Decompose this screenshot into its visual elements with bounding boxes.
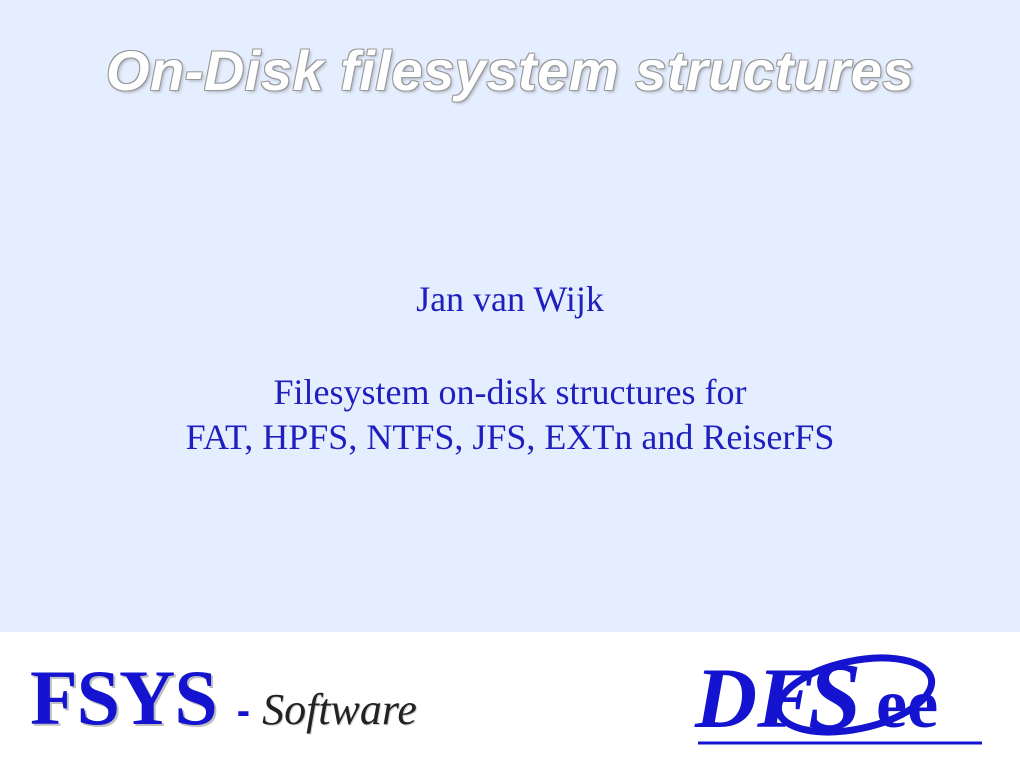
fsys-logo-group: FSYS - Software bbox=[30, 659, 417, 737]
dfsee-logo-svg: DF S ee bbox=[690, 643, 990, 753]
dfsee-logo: DF S ee bbox=[690, 643, 990, 753]
fsys-dash: - bbox=[237, 689, 250, 734]
slide-author: Jan van Wijk bbox=[0, 278, 1020, 320]
slide: On-Disk filesystem structures Jan van Wi… bbox=[0, 0, 1020, 764]
subtitle-line2: FAT, HPFS, NTFS, JFS, EXTn and ReiserFS bbox=[186, 417, 835, 457]
fsys-software-text: Software bbox=[262, 684, 417, 735]
dfsee-df-text: DF bbox=[694, 650, 814, 746]
fsys-logo-text: FSYS bbox=[30, 659, 217, 737]
slide-body: On-Disk filesystem structures Jan van Wi… bbox=[0, 0, 1020, 632]
dfsee-ee-text: ee bbox=[876, 666, 938, 743]
slide-title: On-Disk filesystem structures bbox=[0, 38, 1020, 103]
dfsee-s-text: S bbox=[808, 643, 861, 750]
slide-footer: FSYS - Software DF S ee bbox=[0, 632, 1020, 764]
slide-subtitle: Filesystem on-disk structures for FAT, H… bbox=[0, 370, 1020, 460]
subtitle-line1: Filesystem on-disk structures for bbox=[274, 372, 747, 412]
